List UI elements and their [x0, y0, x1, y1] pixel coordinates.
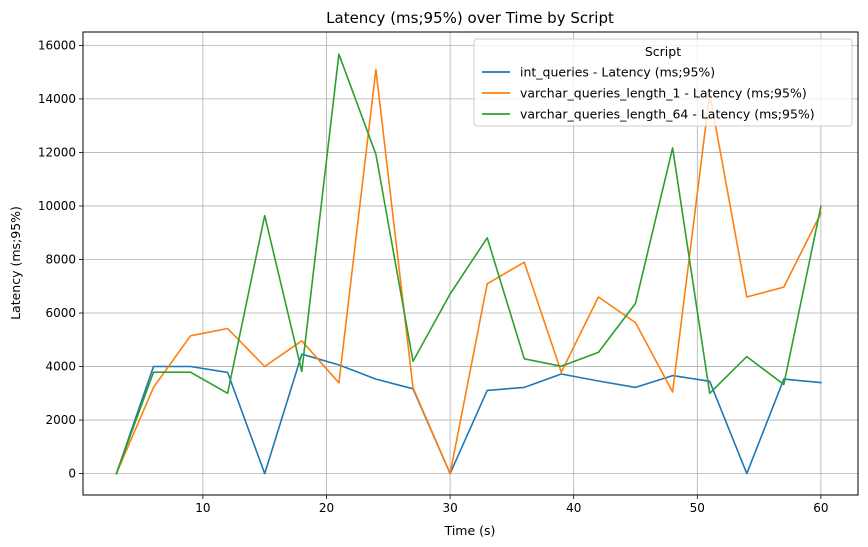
series-line-1 — [115, 353, 822, 475]
x-tick-label: 50 — [690, 501, 705, 515]
series-line-2 — [115, 68, 822, 475]
y-tick-label: 0 — [68, 467, 76, 481]
x-tick-label: 10 — [195, 501, 210, 515]
legend-items: int_queries - Latency (ms;95%) varchar_qu… — [482, 65, 815, 122]
series-line-3 — [115, 53, 822, 475]
y-tick-label: 12000 — [38, 145, 76, 159]
x-tick-label: 60 — [813, 501, 828, 515]
y-tick-label: 10000 — [38, 199, 76, 213]
series-layer — [115, 53, 822, 475]
legend: Script int_queries - Latency (ms;95%) var… — [473, 38, 853, 127]
legend-box — [473, 38, 853, 127]
chart-title: Latency (ms;95%) over Time by Script — [326, 9, 614, 27]
grid-lines — [83, 32, 858, 495]
x-axis-title: Time (s) — [444, 523, 496, 538]
y-tick-label: 8000 — [45, 252, 76, 266]
plot-frame — [82, 31, 859, 496]
legend-title: Script — [645, 44, 681, 59]
y-tick-label: 2000 — [45, 413, 76, 427]
x-tick-label: 20 — [319, 501, 334, 515]
x-tick-label: 40 — [566, 501, 581, 515]
x-tick-label: 30 — [442, 501, 457, 515]
legend-label: varchar_queries_length_64 - Latency (ms;… — [520, 107, 815, 122]
legend-label: varchar_queries_length_1 - Latency (ms;9… — [520, 86, 807, 101]
y-axis-title: Latency (ms;95%) — [8, 206, 23, 320]
y-tick-label: 6000 — [45, 306, 76, 320]
legend-label: int_queries - Latency (ms;95%) — [520, 65, 715, 80]
axis-ticks: 10 20 30 40 50 60 0 2000 4000 6000 8000 10000 12000 1… — [38, 38, 829, 515]
y-tick-label: 16000 — [38, 38, 76, 52]
y-tick-label: 4000 — [45, 360, 76, 374]
y-tick-label: 14000 — [38, 92, 76, 106]
